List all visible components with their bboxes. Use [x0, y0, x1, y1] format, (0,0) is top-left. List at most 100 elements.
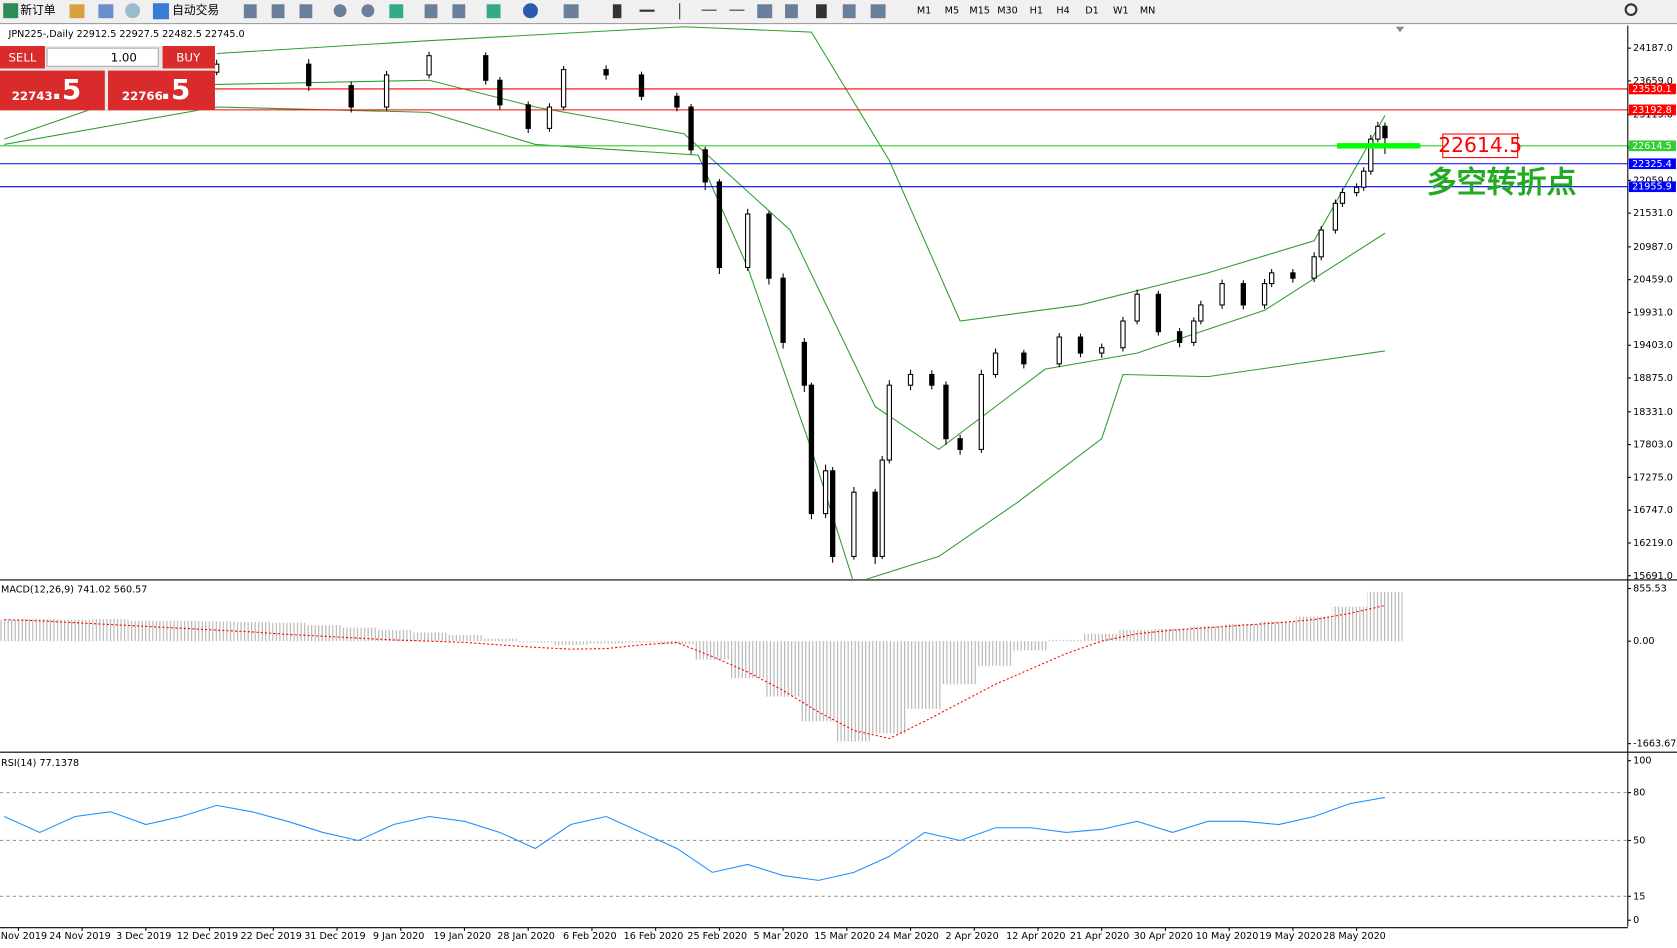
timeframe-button[interactable]: W1	[1113, 6, 1129, 17]
x-tick-label: 12 Dec 2019	[177, 931, 238, 942]
y-tick-label: -1663.67	[1633, 739, 1676, 750]
sell-price-box[interactable]	[0, 70, 105, 111]
sell-price-pip[interactable]: .5	[51, 73, 81, 106]
candle-body	[978, 373, 985, 450]
level-price-box	[1628, 140, 1676, 152]
sell-label[interactable]: SELL	[8, 50, 36, 64]
y-tick-label: 0.00	[1633, 636, 1654, 647]
chart-area	[0, 24, 1677, 948]
x-tick-label: 2 Apr 2020	[945, 931, 998, 942]
candle-body	[426, 55, 432, 76]
buy-label[interactable]: BUY	[176, 50, 201, 64]
level-price-label: 21955.9	[1632, 182, 1672, 193]
macd-panel: 855.53 0.00 -1663.67 MACD(12,26,9) 741.02 5…	[0, 583, 1676, 750]
candle-body	[851, 491, 857, 557]
x-tick-label: 15 Mar 2020	[814, 931, 875, 942]
annotation-box	[1442, 133, 1519, 159]
macd-histogram-bar	[977, 641, 1014, 666]
new-order-icon[interactable]	[3, 3, 19, 19]
auto-trade-button[interactable]: 自动交易	[172, 3, 219, 17]
candle-body	[603, 69, 609, 76]
x-tick-label: 6 Feb 2020	[563, 931, 617, 942]
candle-body	[1155, 293, 1162, 333]
timeframe-button[interactable]: M1	[917, 6, 931, 17]
toolbar-icon[interactable]	[125, 3, 141, 19]
timeframe-button[interactable]: D1	[1085, 6, 1099, 17]
timeframe-button[interactable]: H1	[1030, 6, 1043, 17]
candle-body	[745, 213, 751, 269]
candle-body	[808, 384, 815, 515]
y-tick-label: 19403.0	[1633, 340, 1673, 351]
annotation-price: 22614.5	[1438, 133, 1522, 157]
macd-histogram-bar	[57, 619, 93, 642]
annotation-text: 多空转折点	[1427, 166, 1577, 201]
candle-body	[716, 181, 723, 269]
y-tick-label: 17803.0	[1633, 440, 1673, 451]
candle-body	[1099, 347, 1105, 354]
candle-body	[1268, 272, 1275, 285]
candle-body	[1361, 170, 1367, 188]
candle-body	[822, 470, 829, 515]
toolbar	[0, 0, 1677, 24]
lot-value[interactable]: 1.00	[111, 50, 137, 64]
shift-marker	[1395, 26, 1405, 33]
macd-histogram-bar	[411, 632, 447, 642]
sell-button[interactable]	[0, 46, 45, 69]
buy-price[interactable]: 22766	[122, 89, 163, 103]
buy-button[interactable]	[162, 46, 215, 69]
candle-body	[1311, 256, 1317, 279]
toolbar-icon[interactable]	[98, 4, 114, 19]
y-tick-label: 22059.0	[1633, 175, 1673, 186]
bollinger-band	[216, 26, 1386, 322]
macd-histogram-bar	[482, 638, 518, 642]
candle-body	[546, 106, 553, 129]
candle-body	[560, 69, 567, 108]
candle-body	[483, 55, 489, 81]
auto-trade-icon[interactable]	[152, 3, 169, 20]
macd-histogram-bar	[1154, 628, 1191, 642]
buy-price-box[interactable]	[108, 70, 215, 111]
macd-histogram-bar	[1225, 623, 1262, 642]
y-tick-label: 21531.0	[1633, 208, 1673, 219]
timeframe-button[interactable]: M5	[945, 6, 959, 17]
y-tick-label: 0	[1633, 915, 1639, 926]
y-tick-label: 50	[1633, 835, 1645, 846]
candle-body	[801, 341, 808, 386]
timeframe-button[interactable]: MN	[1140, 6, 1155, 17]
level-price-box	[1628, 181, 1676, 193]
new-order-button[interactable]: 新订单	[20, 3, 55, 17]
macd-histogram-bar	[1261, 621, 1297, 642]
x-tick-label: 25 Feb 2020	[687, 931, 747, 942]
buy-price-pip[interactable]: .5	[160, 73, 190, 106]
timeframe-button[interactable]: H4	[1056, 6, 1069, 17]
macd-histogram-bar	[375, 630, 412, 642]
candle-body	[702, 149, 708, 183]
level-price-label: 23192.8	[1632, 105, 1672, 116]
macd-histogram-bar	[269, 622, 306, 642]
macd-histogram-bar	[163, 620, 199, 642]
plot	[0, 591, 1403, 742]
toolbar-icon[interactable]	[69, 4, 85, 19]
macd-histogram-bar	[836, 641, 872, 742]
y-tick-label: 15691.0	[1633, 571, 1673, 582]
lot-input[interactable]	[46, 47, 159, 67]
y-tick-label: 16219.0	[1633, 538, 1673, 549]
level-price-label: 22614.5	[1632, 141, 1672, 152]
macd-histogram-bar	[340, 627, 376, 642]
candle-body	[1261, 283, 1268, 306]
toolbar-icons[interactable]	[243, 3, 1638, 20]
y-tick-label: 80	[1633, 788, 1645, 799]
candle-body	[674, 95, 680, 108]
timeframe-button[interactable]: M15	[969, 6, 990, 17]
candle-body	[1120, 320, 1126, 349]
sell-price[interactable]: 22743	[12, 89, 53, 103]
candle-body	[1021, 352, 1027, 365]
macd-histogram-bar	[800, 641, 837, 722]
y-tick-label: 23659.0	[1633, 76, 1673, 87]
candle-body	[638, 74, 645, 97]
x-tick-label: 10 May 2020	[1196, 931, 1259, 942]
candle-body	[1290, 272, 1296, 279]
level-price-box	[1628, 158, 1676, 170]
timeframe-button[interactable]: M30	[997, 6, 1018, 17]
